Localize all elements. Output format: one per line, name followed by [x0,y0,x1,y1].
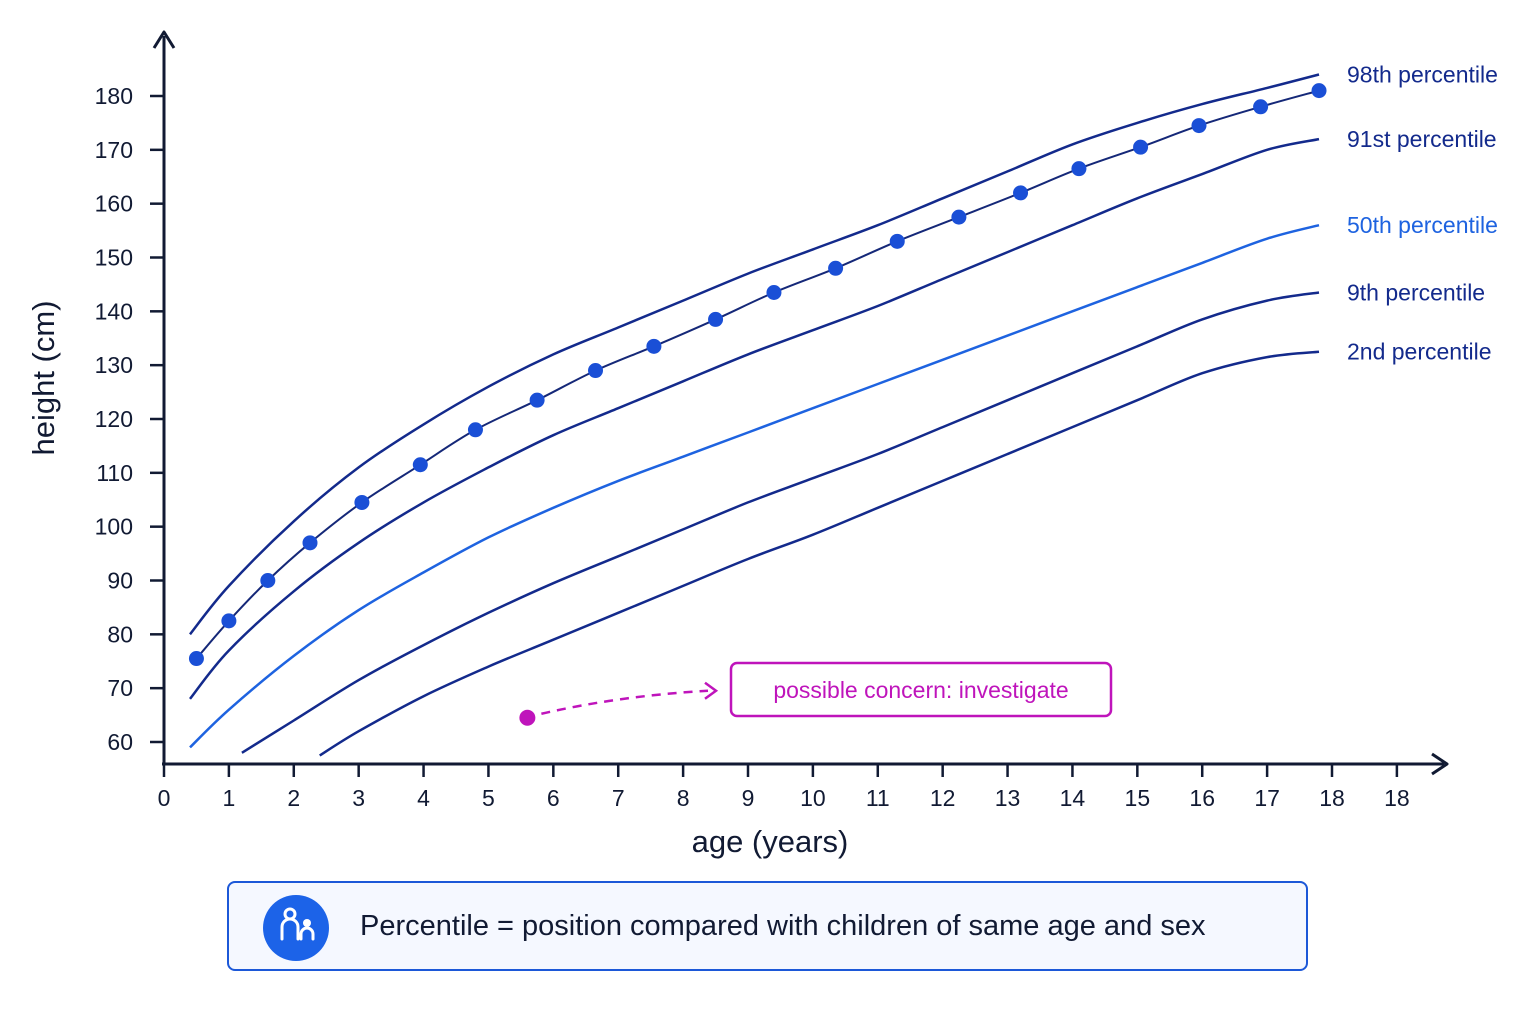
x-tick-label: 18 [1319,785,1345,811]
x-tick-label: 6 [547,785,560,811]
annotation-text: possible concern: investigate [773,677,1068,703]
x-tick-label: 14 [1060,785,1086,811]
2nd-percentile-label: 2nd percentile [1347,339,1492,365]
x-tick-label: 2 [287,785,300,811]
98th-percentile-label: 98th percentile [1347,61,1498,87]
y-tick-label: 170 [95,137,133,163]
info-text: Percentile = position compared with chil… [360,910,1206,942]
data-point [1191,118,1207,134]
9th-percentile-label: 9th percentile [1347,279,1485,305]
percentile-lines [189,73,1320,757]
x-axis-title: age (years) [692,824,849,859]
series-labels: 98th percentile 91st percentile 50th perce… [1347,61,1498,364]
x-tick-label: 10 [800,785,826,811]
measurement-points [188,83,1327,667]
data-point [412,457,428,473]
9th-percentile-line [241,291,1320,754]
data-point [529,392,545,408]
data-point [1253,99,1269,115]
growth-chart: 0 1 2 3 4 5 6 7 8 9 10 11 12 13 14 15 16 17 18 18 607080901… [26,30,1498,859]
x-tick-label: 15 [1125,785,1151,811]
data-point [646,338,662,354]
91st-percentile-label: 91st percentile [1347,126,1497,152]
x-tick-label: 5 [482,785,495,811]
axes [152,30,1449,776]
50th-percentile-line [189,223,1320,749]
data-point [467,422,483,438]
concern-arrow [541,689,709,715]
y-tick-label: 60 [107,729,133,755]
y-tick-label: 80 [107,621,133,647]
y-tick-label: 110 [96,460,133,486]
y-tick-label: 130 [95,352,133,378]
x-axis-ticks: 0 1 2 3 4 5 6 7 8 9 10 11 12 13 14 15 16 17 18 18 [158,764,1410,811]
people-icon [263,895,329,961]
data-point [260,573,276,588]
98th-percentile-line [189,73,1320,636]
measured-height-line [195,89,1320,660]
x-tick-label: 4 [417,785,430,811]
concern-point [519,709,536,726]
91st-percentile-line [189,137,1320,700]
data-point [221,613,237,629]
x-tick-label: 1 [222,785,235,811]
data-point [302,535,318,551]
data-point [588,363,604,379]
y-tick-label: 100 [95,514,133,540]
x-tick-label: 12 [930,785,956,811]
y-axis-ticks: 60 70 80 90 100 110 120 130 140 150 160 170 180 [95,83,164,755]
annotation: possible concern: investigate [519,661,1113,726]
data-point [1013,185,1029,201]
y-tick-label: 140 [95,298,133,324]
x-axis-arrow-icon [1431,752,1449,776]
data-point [354,494,370,510]
x-tick-label: 13 [995,785,1021,811]
x-tick-label: 8 [677,785,690,811]
50th-percentile-label: 50th percentile [1347,212,1498,238]
x-tick-label: 17 [1254,785,1280,811]
annotation-box [729,661,1113,718]
y-tick-label: 150 [95,245,133,271]
data-point [951,209,967,225]
y-tick-label: 70 [107,675,133,701]
y-axis-title: height (cm) [26,300,61,455]
data-point [1133,139,1149,155]
y-tick-label: 90 [107,568,133,594]
data-point [708,311,724,327]
y-axis-arrow-icon [152,30,176,49]
x-tick-label: 11 [866,785,890,811]
x-tick-label: 7 [612,785,625,811]
x-tick-label: 18 [1384,785,1410,811]
y-tick-label: 120 [95,406,133,432]
2nd-percentile-line [319,350,1320,757]
x-tick-label: 0 [158,785,171,811]
x-tick-label: 3 [352,785,365,811]
y-tick-label: 160 [95,191,133,217]
x-tick-label: 9 [742,785,755,811]
data-point [188,651,204,667]
data-point [889,233,905,249]
arrow-head-icon [704,681,719,700]
data-point [1311,83,1327,99]
x-tick-label: 16 [1189,785,1215,811]
data-point [828,260,844,276]
data-point [1071,161,1087,177]
info-box: Percentile = position compared with chil… [227,881,1308,971]
data-point [766,284,782,300]
y-tick-label: 180 [95,83,133,109]
